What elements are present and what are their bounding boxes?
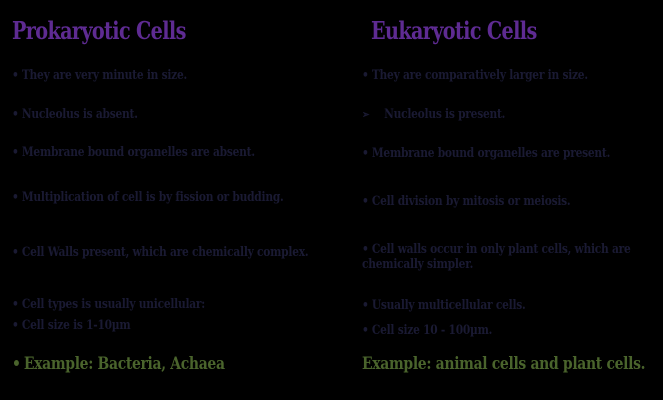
- dot-bullet-icon: •: [12, 354, 21, 374]
- bullet-item: ➢ Nucleolus is present.: [362, 107, 663, 122]
- item-text: Nucleolus is absent.: [21, 107, 138, 122]
- bullet-item: • They are very minute in size.: [12, 68, 356, 83]
- dot-bullet-icon: •: [362, 298, 369, 313]
- bullet-item: • Membrane bound organelles are absent.: [12, 145, 356, 160]
- bullet-item: • Cell Walls present, which are chemicall…: [12, 245, 356, 260]
- example-line: • Example: Bacteria, Achaea: [12, 354, 225, 374]
- dot-bullet-icon: •: [12, 190, 19, 205]
- bullet-item: • Cell size is 1-10µm: [12, 318, 356, 333]
- prokaryotic-column: Prokaryotic Cells • They are very minute …: [0, 0, 331, 400]
- item-text: Example: animal cells and plant cells.: [362, 354, 646, 374]
- bullet-item: • Multiplication of cell is by fission or…: [12, 190, 356, 205]
- dot-bullet-icon: •: [12, 68, 19, 83]
- dot-bullet-icon: •: [362, 194, 369, 209]
- bullet-item: • Nucleolus is absent.: [12, 107, 356, 122]
- arrow-bullet-icon: ➢: [362, 108, 370, 121]
- item-text: Multiplication of cell is by fission or …: [21, 190, 284, 205]
- item-text: Usually multicellular cells.: [371, 298, 526, 313]
- item-text: Membrane bound organelles are absent.: [21, 145, 255, 160]
- item-text: Cell types is usually unicellular:: [21, 297, 205, 312]
- prokaryotic-title: Prokaryotic Cells: [12, 16, 186, 45]
- item-text: Membrane bound organelles are present.: [371, 146, 611, 161]
- dot-bullet-icon: •: [12, 318, 19, 333]
- item-text: They are comparatively larger in size.: [371, 68, 588, 83]
- item-text: Cell walls occur in only plant cells, wh…: [362, 242, 631, 273]
- dot-bullet-icon: •: [12, 297, 19, 312]
- dot-bullet-icon: •: [362, 68, 369, 83]
- item-text: They are very minute in size.: [21, 68, 187, 83]
- item-text: Nucleolus is present.: [384, 107, 506, 122]
- dot-bullet-icon: •: [12, 107, 19, 122]
- item-text: Cell division by mitosis or meiosis.: [371, 194, 571, 209]
- dot-bullet-icon: •: [12, 245, 19, 260]
- bullet-item: • Cell walls occur in only plant cells, w…: [362, 242, 663, 273]
- bullet-item: • Cell division by mitosis or meiosis.: [362, 194, 663, 209]
- eukaryotic-title: Eukaryotic Cells: [371, 16, 537, 45]
- item-text: Cell size 10 - 100µm.: [371, 323, 493, 338]
- eukaryotic-column: Eukaryotic Cells • They are comparatively…: [331, 0, 663, 400]
- dot-bullet-icon: •: [362, 323, 369, 338]
- dot-bullet-icon: •: [362, 242, 369, 257]
- dot-bullet-icon: •: [362, 146, 369, 161]
- bullet-item: • They are comparatively larger in size.: [362, 68, 663, 83]
- example-line: Example: animal cells and plant cells.: [362, 354, 645, 374]
- bullet-item: • Cell size 10 - 100µm.: [362, 323, 663, 338]
- bullet-item: • Cell types is usually unicellular:: [12, 297, 356, 312]
- dot-bullet-icon: •: [12, 145, 19, 160]
- bullet-item: • Usually multicellular cells.: [362, 298, 663, 313]
- item-text: Example: Bacteria, Achaea: [23, 354, 225, 374]
- item-text: Cell Walls present, which are chemically…: [21, 245, 309, 260]
- item-text: Cell size is 1-10µm: [21, 318, 131, 333]
- bullet-item: • Membrane bound organelles are present.: [362, 146, 663, 161]
